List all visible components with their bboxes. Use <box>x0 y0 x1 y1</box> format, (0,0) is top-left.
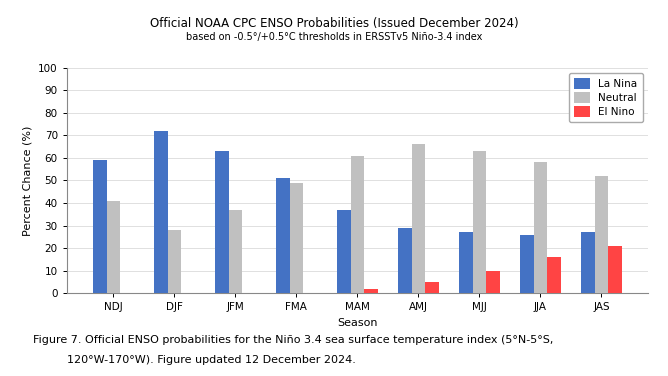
Bar <box>94 160 107 293</box>
Bar <box>351 156 364 293</box>
X-axis label: Season: Season <box>337 318 377 328</box>
Bar <box>595 176 608 293</box>
Bar <box>337 210 351 293</box>
Y-axis label: Percent Chance (%): Percent Chance (%) <box>23 125 33 236</box>
Text: Official NOAA CPC ENSO Probabilities (Issued December 2024): Official NOAA CPC ENSO Probabilities (Is… <box>150 17 518 30</box>
Bar <box>154 131 168 293</box>
Text: Figure 7. Official ENSO probabilities for the Niño 3.4 sea surface temperature i: Figure 7. Official ENSO probabilities fo… <box>33 335 554 345</box>
Legend: La Nina, Neutral, El Nino: La Nina, Neutral, El Nino <box>569 73 643 122</box>
Bar <box>228 210 242 293</box>
Bar <box>460 232 473 293</box>
Bar <box>411 144 425 293</box>
Bar <box>290 183 303 293</box>
Bar <box>581 232 595 293</box>
Bar <box>398 228 411 293</box>
Text: based on -0.5°/+0.5°C thresholds in ERSSTv5 Niño-3.4 index: based on -0.5°/+0.5°C thresholds in ERSS… <box>186 32 482 42</box>
Bar <box>608 246 621 293</box>
Bar <box>425 282 438 293</box>
Bar <box>277 178 290 293</box>
Bar <box>486 271 500 293</box>
Bar <box>168 230 181 293</box>
Bar <box>473 151 486 293</box>
Bar <box>534 162 547 293</box>
Bar <box>520 235 534 293</box>
Bar <box>364 289 377 293</box>
Bar <box>215 151 228 293</box>
Text: 120°W-170°W). Figure updated 12 December 2024.: 120°W-170°W). Figure updated 12 December… <box>67 355 355 365</box>
Bar <box>547 257 560 293</box>
Bar <box>107 201 120 293</box>
